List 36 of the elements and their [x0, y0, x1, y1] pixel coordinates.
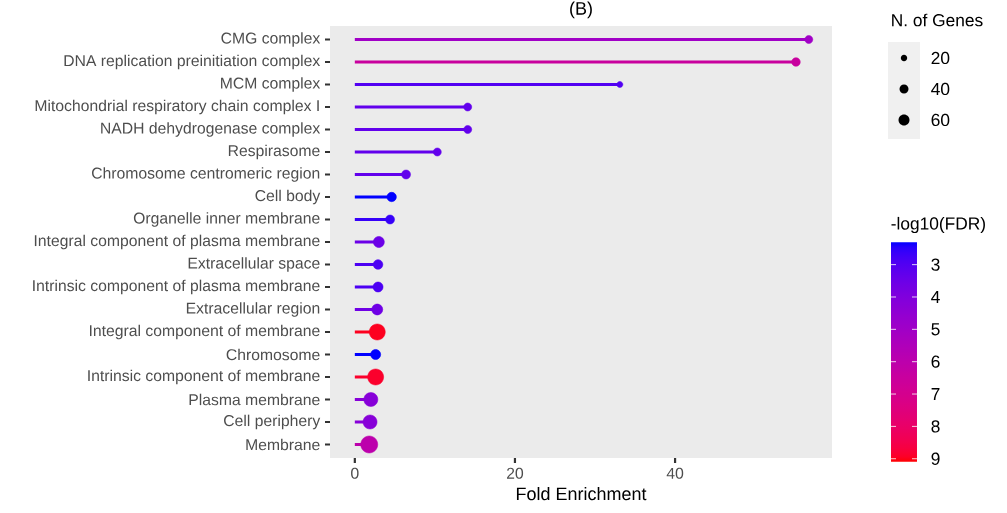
y-tick-label: Respirasome: [228, 144, 320, 160]
color-bar-label: 5: [931, 323, 940, 336]
legend-label: 20: [931, 51, 950, 65]
legend-title: N. of Genes: [892, 13, 983, 27]
y-tick-label: Intrinsic component of membrane: [88, 369, 320, 385]
color-bar-label: 6: [931, 355, 940, 368]
color-bar-label: 3: [931, 258, 940, 271]
legend-label: 60: [931, 113, 950, 127]
color-bar-label: 4: [931, 291, 940, 303]
x-tick-label: 40: [666, 467, 684, 479]
x-tick-label: 20: [506, 467, 524, 479]
y-tick-label: Organelle inner membrane: [133, 212, 320, 227]
color-bar-label: 7: [931, 388, 940, 400]
color-bar-label: 8: [931, 420, 940, 433]
y-tick-label: Chromosome: [226, 348, 320, 361]
y-tick-label: MCM complex: [221, 77, 321, 92]
y-tick-label: Cell body: [255, 189, 321, 205]
y-tick-label: Chromosome centromeric region: [91, 167, 320, 182]
y-tick-label: Cell periphery: [224, 414, 321, 430]
y-tick-label: DNA replication preinitiation complex: [64, 54, 321, 70]
x-tick-label: 0: [351, 467, 359, 479]
y-tick-label: CMG complex: [221, 32, 321, 47]
legend-label: 40: [931, 82, 950, 96]
y-tick-label: NADH dehydrogenase complex: [101, 122, 321, 137]
y-tick-label: Integral component of plasma membrane: [34, 234, 320, 250]
y-tick-label: Mitochondrial respiratory chain complex I: [35, 99, 319, 115]
color-bar-title: -log10(FDR): [891, 216, 985, 234]
y-tick-label: Intrinsic component of plasma membrane: [33, 279, 320, 295]
chart-title: (B): [570, 1, 592, 19]
color-bar-label: 9: [931, 452, 940, 465]
y-tick-label: Integral component of membrane: [89, 324, 320, 340]
y-tick-label: Extracellular space: [188, 257, 320, 272]
x-axis-title: Fold Enrichment: [516, 486, 647, 501]
y-tick-label: Extracellular region: [186, 302, 320, 317]
y-tick-label: Plasma membrane: [189, 393, 320, 406]
y-tick-label: Membrane: [246, 438, 320, 451]
